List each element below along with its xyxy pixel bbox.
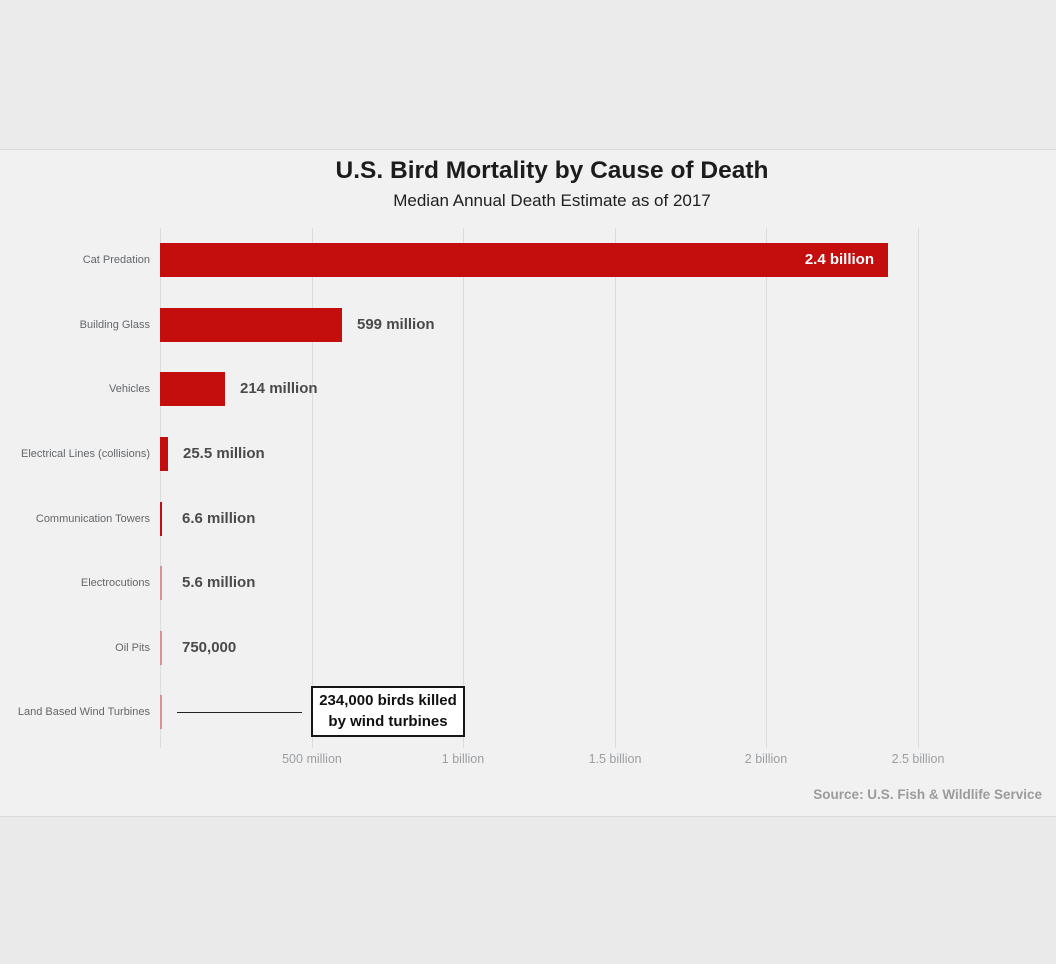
bar-value-label: 6.6 million [182,510,256,527]
annotation-text-line1: 234,000 birds killed [319,692,457,709]
bar [160,437,168,471]
gridline [918,228,919,748]
bar-value-label: 25.5 million [183,445,265,462]
category-label: Communication Towers [35,513,150,525]
x-tick-label: 2 billion [744,752,788,766]
category-label: Building Glass [79,319,150,331]
bar [160,243,888,277]
category-label: Electrical Lines (collisions) [21,448,150,460]
bar-value-label: 750,000 [182,639,237,656]
annotation-leader-line [177,712,302,713]
bar-value-label: 5.6 million [182,574,256,591]
gridline [160,228,161,748]
bar [160,308,342,342]
x-tick-label: 1 billion [441,752,485,766]
category-label: Vehicles [109,383,150,395]
bar-value-label: 2.4 billion [804,251,874,268]
annotation-text-line2: by wind turbines [328,713,448,730]
bar [160,631,162,665]
bar-value-label: 599 million [357,316,435,333]
chart-subtitle: Median Annual Death Estimate as of 2017 [393,191,711,210]
annotation-box: 234,000 birds killed by wind turbines [311,686,465,737]
bar [160,695,162,729]
gridline [615,228,616,748]
category-label: Electrocutions [80,577,150,589]
gridline [312,228,313,748]
bar-value-label: 214 million [240,380,318,397]
bar [160,566,162,600]
bar [160,502,162,536]
chart-title: U.S. Bird Mortality by Cause of Death [335,157,769,184]
source-credit: Source: U.S. Fish & Wildlife Service [813,787,1042,802]
bar [160,372,225,406]
bottom-band [0,816,1056,964]
top-band [0,0,1056,150]
x-tick-label: 1.5 billion [588,752,642,766]
category-label: Cat Predation [82,254,150,266]
gridline [766,228,767,748]
gridline [463,228,464,748]
plot-area [160,228,919,748]
category-label: Land Based Wind Turbines [17,706,150,718]
x-tick-label: 2.5 billion [891,752,945,766]
category-label: Oil Pits [115,642,150,654]
x-tick-label: 500 million [282,752,342,766]
